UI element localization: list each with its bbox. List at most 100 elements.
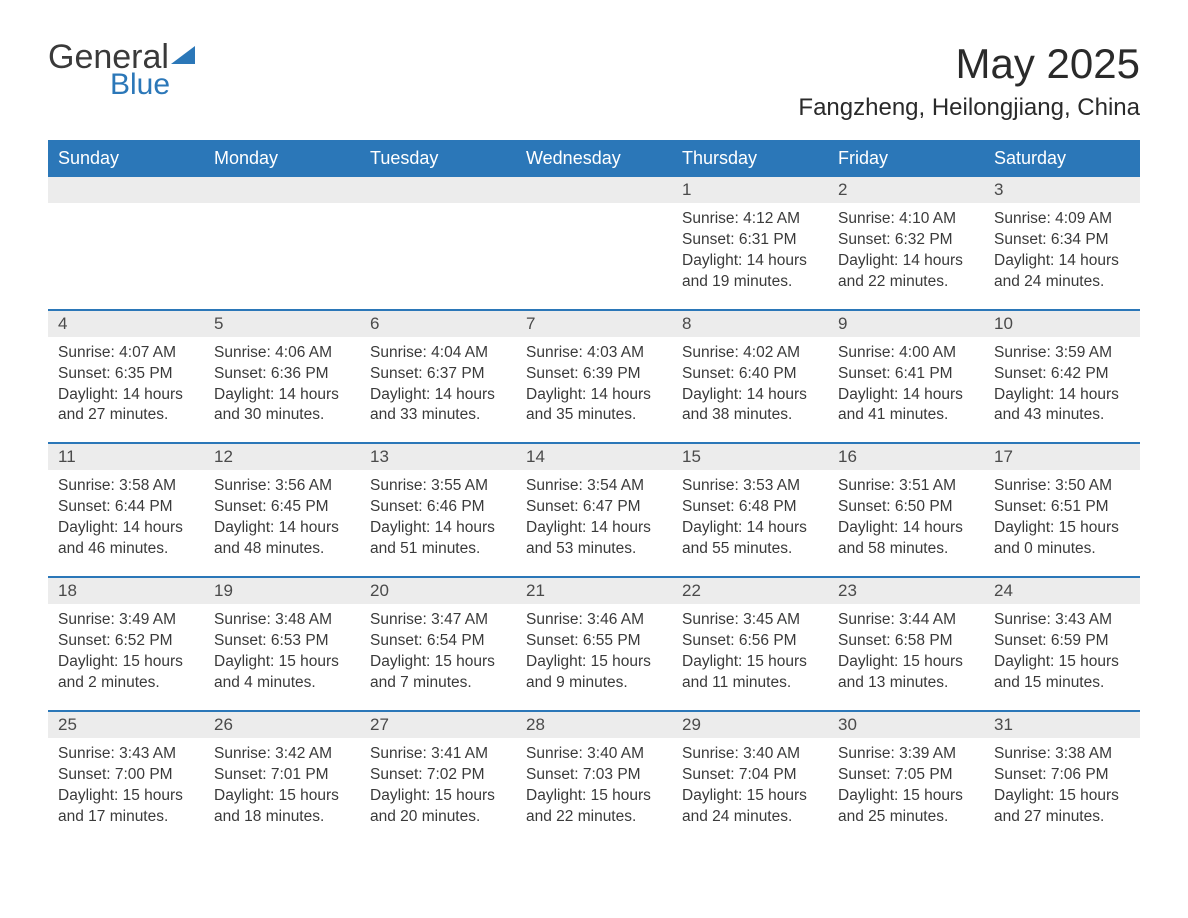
- day-content: Sunrise: 4:00 AMSunset: 6:41 PMDaylight:…: [828, 337, 984, 443]
- sunrise-line: Sunrise: 3:40 AM: [682, 744, 818, 765]
- title-block: May 2025 Fangzheng, Heilongjiang, China: [798, 40, 1140, 122]
- calendar-cell: 10Sunrise: 3:59 AMSunset: 6:42 PMDayligh…: [984, 309, 1140, 443]
- day-number: 31: [984, 712, 1140, 738]
- day-content: Sunrise: 3:45 AMSunset: 6:56 PMDaylight:…: [672, 604, 828, 710]
- weekday-header-sunday: Sunday: [48, 140, 204, 177]
- day-number: 4: [48, 311, 204, 337]
- sunrise-line: Sunrise: 3:39 AM: [838, 744, 974, 765]
- day-number: [48, 177, 204, 203]
- sunset-line: Sunset: 6:59 PM: [994, 631, 1130, 652]
- daylight-line: Daylight: 15 hours and 27 minutes.: [994, 786, 1130, 828]
- day-number: 10: [984, 311, 1140, 337]
- sunset-line: Sunset: 6:45 PM: [214, 497, 350, 518]
- calendar-cell: 11Sunrise: 3:58 AMSunset: 6:44 PMDayligh…: [48, 442, 204, 576]
- daylight-line: Daylight: 14 hours and 35 minutes.: [526, 385, 662, 427]
- calendar-cell: 31Sunrise: 3:38 AMSunset: 7:06 PMDayligh…: [984, 710, 1140, 844]
- day-content: Sunrise: 3:58 AMSunset: 6:44 PMDaylight:…: [48, 470, 204, 576]
- daylight-line: Daylight: 14 hours and 22 minutes.: [838, 251, 974, 293]
- logo: General Blue: [48, 40, 195, 102]
- daylight-line: Daylight: 15 hours and 17 minutes.: [58, 786, 194, 828]
- sunset-line: Sunset: 6:36 PM: [214, 364, 350, 385]
- day-number: 23: [828, 578, 984, 604]
- sunset-line: Sunset: 6:55 PM: [526, 631, 662, 652]
- day-number: 5: [204, 311, 360, 337]
- day-number: 27: [360, 712, 516, 738]
- day-number: 3: [984, 177, 1140, 203]
- sunrise-line: Sunrise: 4:09 AM: [994, 209, 1130, 230]
- daylight-line: Daylight: 14 hours and 27 minutes.: [58, 385, 194, 427]
- daylight-line: Daylight: 14 hours and 51 minutes.: [370, 518, 506, 560]
- day-content: Sunrise: 3:40 AMSunset: 7:04 PMDaylight:…: [672, 738, 828, 844]
- day-number: 15: [672, 444, 828, 470]
- calendar-cell: 29Sunrise: 3:40 AMSunset: 7:04 PMDayligh…: [672, 710, 828, 844]
- day-content: Sunrise: 4:06 AMSunset: 6:36 PMDaylight:…: [204, 337, 360, 443]
- sunrise-line: Sunrise: 3:43 AM: [58, 744, 194, 765]
- day-content: Sunrise: 4:03 AMSunset: 6:39 PMDaylight:…: [516, 337, 672, 443]
- sunset-line: Sunset: 6:39 PM: [526, 364, 662, 385]
- sunset-line: Sunset: 6:56 PM: [682, 631, 818, 652]
- day-content: Sunrise: 3:54 AMSunset: 6:47 PMDaylight:…: [516, 470, 672, 576]
- sunrise-line: Sunrise: 3:46 AM: [526, 610, 662, 631]
- sunset-line: Sunset: 7:06 PM: [994, 765, 1130, 786]
- calendar-cell: 4 Sunrise: 4:07 AMSunset: 6:35 PMDaylight…: [48, 309, 204, 443]
- page-subtitle: Fangzheng, Heilongjiang, China: [798, 94, 1140, 122]
- sunrise-line: Sunrise: 3:47 AM: [370, 610, 506, 631]
- sunset-line: Sunset: 6:48 PM: [682, 497, 818, 518]
- daylight-line: Daylight: 14 hours and 19 minutes.: [682, 251, 818, 293]
- calendar-cell: 9Sunrise: 4:00 AMSunset: 6:41 PMDaylight…: [828, 309, 984, 443]
- calendar-cell: [204, 177, 360, 309]
- sunset-line: Sunset: 6:40 PM: [682, 364, 818, 385]
- sunrise-line: Sunrise: 4:06 AM: [214, 343, 350, 364]
- calendar-cell: 16Sunrise: 3:51 AMSunset: 6:50 PMDayligh…: [828, 442, 984, 576]
- calendar-cell: 5Sunrise: 4:06 AMSunset: 6:36 PMDaylight…: [204, 309, 360, 443]
- sunrise-line: Sunrise: 4:02 AM: [682, 343, 818, 364]
- sunset-line: Sunset: 6:58 PM: [838, 631, 974, 652]
- calendar-cell: 13Sunrise: 3:55 AMSunset: 6:46 PMDayligh…: [360, 442, 516, 576]
- weekday-header-monday: Monday: [204, 140, 360, 177]
- daylight-line: Daylight: 15 hours and 20 minutes.: [370, 786, 506, 828]
- daylight-line: Daylight: 15 hours and 24 minutes.: [682, 786, 818, 828]
- sunrise-line: Sunrise: 4:00 AM: [838, 343, 974, 364]
- logo-text-blue: Blue: [110, 68, 195, 102]
- calendar-cell: [516, 177, 672, 309]
- daylight-line: Daylight: 15 hours and 11 minutes.: [682, 652, 818, 694]
- calendar-body: 1Sunrise: 4:12 AMSunset: 6:31 PMDaylight…: [48, 177, 1140, 843]
- day-number: 18: [48, 578, 204, 604]
- calendar-cell: 8Sunrise: 4:02 AMSunset: 6:40 PMDaylight…: [672, 309, 828, 443]
- sunset-line: Sunset: 7:03 PM: [526, 765, 662, 786]
- sunrise-line: Sunrise: 3:38 AM: [994, 744, 1130, 765]
- sunrise-line: Sunrise: 4:10 AM: [838, 209, 974, 230]
- page-title: May 2025: [798, 40, 1140, 88]
- sunrise-line: Sunrise: 3:54 AM: [526, 476, 662, 497]
- daylight-line: Daylight: 14 hours and 48 minutes.: [214, 518, 350, 560]
- sunset-line: Sunset: 7:04 PM: [682, 765, 818, 786]
- sunset-line: Sunset: 6:52 PM: [58, 631, 194, 652]
- day-content: Sunrise: 3:38 AMSunset: 7:06 PMDaylight:…: [984, 738, 1140, 844]
- calendar-cell: 2Sunrise: 4:10 AMSunset: 6:32 PMDaylight…: [828, 177, 984, 309]
- daylight-line: Daylight: 14 hours and 41 minutes.: [838, 385, 974, 427]
- day-content: Sunrise: 3:50 AMSunset: 6:51 PMDaylight:…: [984, 470, 1140, 576]
- sunset-line: Sunset: 7:00 PM: [58, 765, 194, 786]
- calendar-cell: 22Sunrise: 3:45 AMSunset: 6:56 PMDayligh…: [672, 576, 828, 710]
- calendar-cell: 7Sunrise: 4:03 AMSunset: 6:39 PMDaylight…: [516, 309, 672, 443]
- day-content: Sunrise: 4:10 AMSunset: 6:32 PMDaylight:…: [828, 203, 984, 309]
- weekday-header-thursday: Thursday: [672, 140, 828, 177]
- calendar-cell: 3Sunrise: 4:09 AMSunset: 6:34 PMDaylight…: [984, 177, 1140, 309]
- day-content: Sunrise: 3:59 AMSunset: 6:42 PMDaylight:…: [984, 337, 1140, 443]
- sunset-line: Sunset: 6:35 PM: [58, 364, 194, 385]
- daylight-line: Daylight: 14 hours and 55 minutes.: [682, 518, 818, 560]
- daylight-line: Daylight: 15 hours and 0 minutes.: [994, 518, 1130, 560]
- calendar-cell: 15 Sunrise: 3:53 AMSunset: 6:48 PMDayligh…: [672, 442, 828, 576]
- sunrise-line: Sunrise: 4:07 AM: [58, 343, 194, 364]
- daylight-line: Daylight: 14 hours and 58 minutes.: [838, 518, 974, 560]
- day-number: 16: [828, 444, 984, 470]
- sunrise-line: Sunrise: 4:12 AM: [682, 209, 818, 230]
- day-number: [360, 177, 516, 203]
- weekday-header-friday: Friday: [828, 140, 984, 177]
- sunrise-line: Sunrise: 3:53 AM: [682, 476, 818, 497]
- day-number: 9: [828, 311, 984, 337]
- day-number: 2: [828, 177, 984, 203]
- calendar-cell: 24Sunrise: 3:43 AMSunset: 6:59 PMDayligh…: [984, 576, 1140, 710]
- calendar-cell: 27Sunrise: 3:41 AMSunset: 7:02 PMDayligh…: [360, 710, 516, 844]
- calendar-cell: 28Sunrise: 3:40 AMSunset: 7:03 PMDayligh…: [516, 710, 672, 844]
